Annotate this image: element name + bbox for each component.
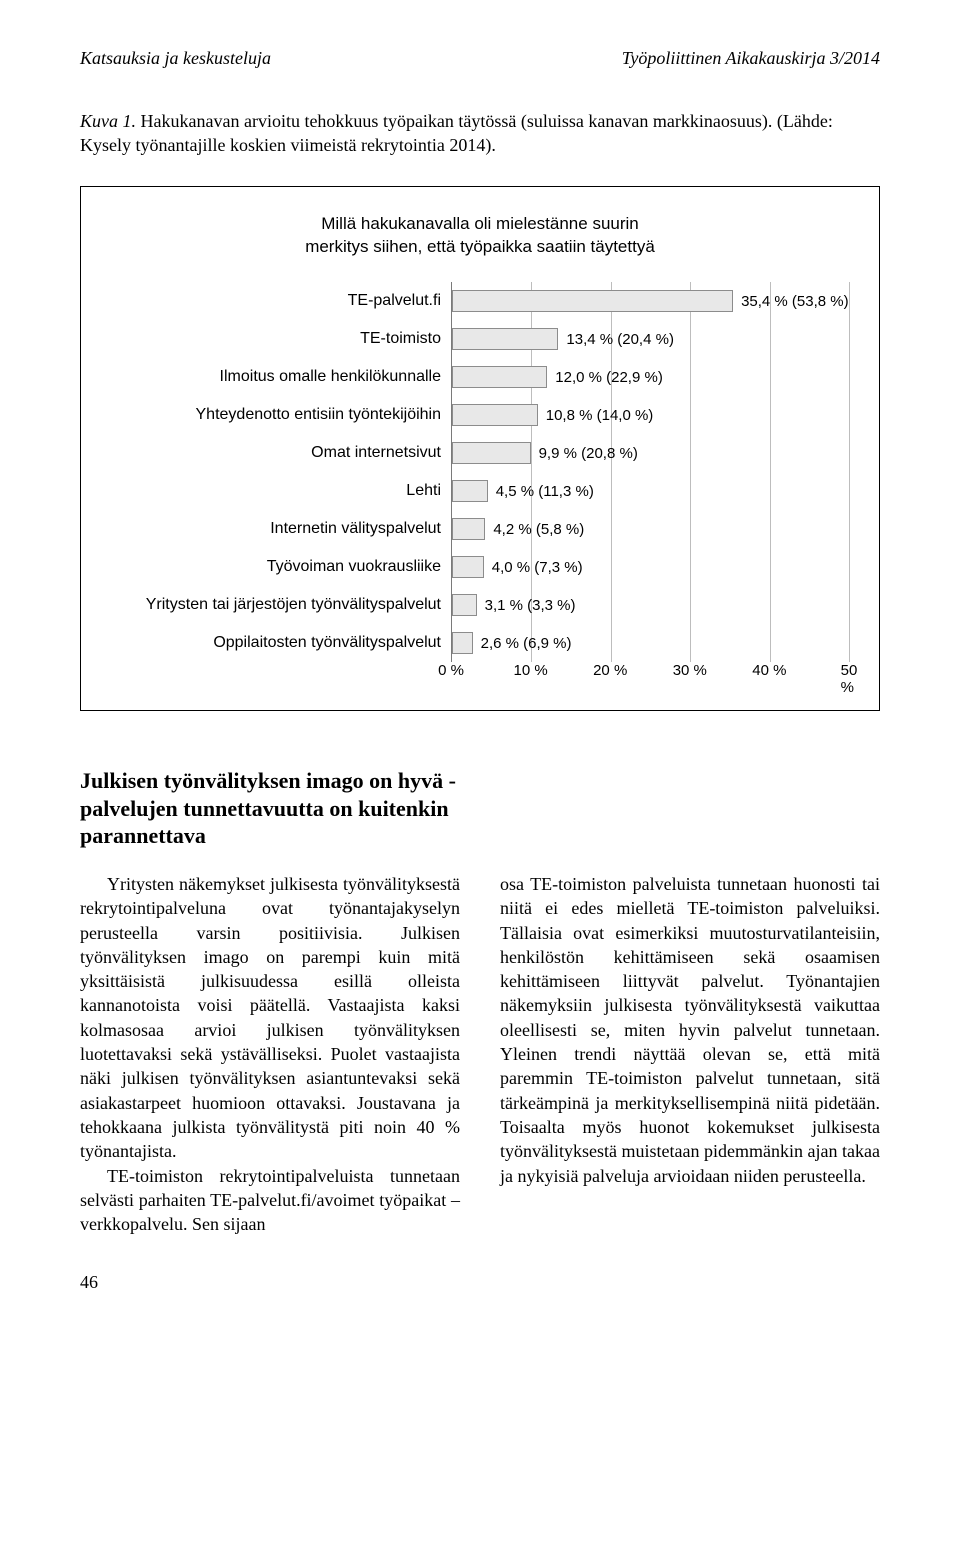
chart-bar-value: 13,4 % (20,4 %) — [566, 331, 674, 348]
chart-category-label: TE-palvelut.fi — [111, 282, 451, 320]
chart-category-label: Työvoiman vuokrausliike — [111, 548, 451, 586]
chart-bar — [452, 594, 477, 616]
page: Katsauksia ja keskusteluja Työpoliittine… — [0, 0, 960, 1333]
chart-category-label: Lehti — [111, 472, 451, 510]
chart-bar — [452, 632, 473, 654]
chart-title-line1: Millä hakukanavalla oli mielestänne suur… — [111, 213, 849, 236]
chart-category-label: Yritysten tai järjestöjen työnvälityspal… — [111, 586, 451, 624]
chart-bar-row: 35,4 % (53,8 %) — [452, 282, 849, 320]
chart-bar-value: 4,0 % (7,3 %) — [492, 559, 583, 576]
chart-bar — [452, 404, 538, 426]
column-left: Yritysten näkemykset julkisesta työnväli… — [80, 872, 460, 1236]
chart-x-tick: 10 % — [513, 662, 547, 679]
chart-bar — [452, 290, 733, 312]
chart-y-labels: TE-palvelut.fiTE-toimistoIlmoitus omalle… — [111, 282, 451, 688]
figure-caption-label: Kuva 1. — [80, 111, 136, 131]
chart-bar-row: 4,5 % (11,3 %) — [452, 472, 849, 510]
chart-bar-row: 4,2 % (5,8 %) — [452, 510, 849, 548]
chart-x-tick: 30 % — [673, 662, 707, 679]
body-paragraph: Yritysten näkemykset julkisesta työnväli… — [80, 872, 460, 1236]
chart-bar-row: 12,0 % (22,9 %) — [452, 358, 849, 396]
chart-bar-row: 13,4 % (20,4 %) — [452, 320, 849, 358]
section-heading: Julkisen työnvälityksen imago on hyvä - … — [80, 767, 460, 850]
chart-plot-area: 35,4 % (53,8 %) 13,4 % (20,4 %) 12,0 % (22… — [451, 282, 849, 662]
figure-caption-text: Hakukanavan arvioitu tehokkuus työpaikan… — [80, 111, 833, 155]
chart-bar-row: 2,6 % (6,9 %) — [452, 624, 849, 662]
chart-x-tick: 40 % — [752, 662, 786, 679]
chart-category-label: Yhteydenotto entisiin työntekijöihin — [111, 396, 451, 434]
chart-bar — [452, 328, 558, 350]
chart-x-tick: 20 % — [593, 662, 627, 679]
chart-bar-value: 10,8 % (14,0 %) — [546, 407, 654, 424]
chart-category-label: TE-toimisto — [111, 320, 451, 358]
chart-bar — [452, 366, 547, 388]
chart-title-line2: merkitys siihen, että työpaikka saatiin … — [111, 236, 849, 259]
chart-plot-wrap: 35,4 % (53,8 %) 13,4 % (20,4 %) 12,0 % (22… — [451, 282, 849, 688]
chart-box: Millä hakukanavalla oli mielestänne suur… — [80, 186, 880, 712]
page-number: 46 — [80, 1272, 880, 1293]
figure-caption: Kuva 1. Hakukanavan arvioitu tehokkuus t… — [80, 109, 880, 158]
header-left: Katsauksia ja keskusteluja — [80, 48, 271, 69]
chart-category-label: Omat internetsivut — [111, 434, 451, 472]
body-columns: Yritysten näkemykset julkisesta työnväli… — [80, 872, 880, 1236]
chart-bar-value: 4,5 % (11,3 %) — [496, 483, 594, 500]
chart-bar-value: 3,1 % (3,3 %) — [485, 597, 576, 614]
chart-bar-value: 2,6 % (6,9 %) — [481, 635, 572, 652]
chart-category-label: Ilmoitus omalle henkilökunnalle — [111, 358, 451, 396]
chart-bar — [452, 442, 531, 464]
chart-bar — [452, 518, 485, 540]
chart-bar — [452, 556, 484, 578]
chart-category-label: Internetin välityspalvelut — [111, 510, 451, 548]
chart-bar — [452, 480, 488, 502]
chart-gridline — [849, 282, 850, 662]
header-right: Työpoliittinen Aikakauskirja 3/2014 — [622, 48, 880, 69]
chart-bar-value: 35,4 % (53,8 %) — [741, 293, 849, 310]
chart-x-tick: 50 % — [841, 662, 858, 696]
chart-x-axis: 0 %10 %20 %30 %40 %50 % — [451, 662, 849, 688]
chart-bar-value: 9,9 % (20,8 %) — [539, 445, 638, 462]
chart-bar-row: 10,8 % (14,0 %) — [452, 396, 849, 434]
running-head: Katsauksia ja keskusteluja Työpoliittine… — [80, 48, 880, 69]
chart-bar-row: 9,9 % (20,8 %) — [452, 434, 849, 472]
body-paragraph: osa TE-toimiston palveluista tunnetaan h… — [500, 872, 880, 1188]
chart-bar-value: 12,0 % (22,9 %) — [555, 369, 663, 386]
bar-chart: TE-palvelut.fiTE-toimistoIlmoitus omalle… — [111, 282, 849, 688]
chart-bar-value: 4,2 % (5,8 %) — [493, 521, 584, 538]
chart-x-tick: 0 % — [438, 662, 464, 679]
chart-bar-row: 4,0 % (7,3 %) — [452, 548, 849, 586]
chart-bar-row: 3,1 % (3,3 %) — [452, 586, 849, 624]
chart-title: Millä hakukanavalla oli mielestänne suur… — [111, 213, 849, 259]
chart-category-label: Oppilaitosten työnvälityspalvelut — [111, 624, 451, 662]
column-right: osa TE-toimiston palveluista tunnetaan h… — [500, 872, 880, 1236]
